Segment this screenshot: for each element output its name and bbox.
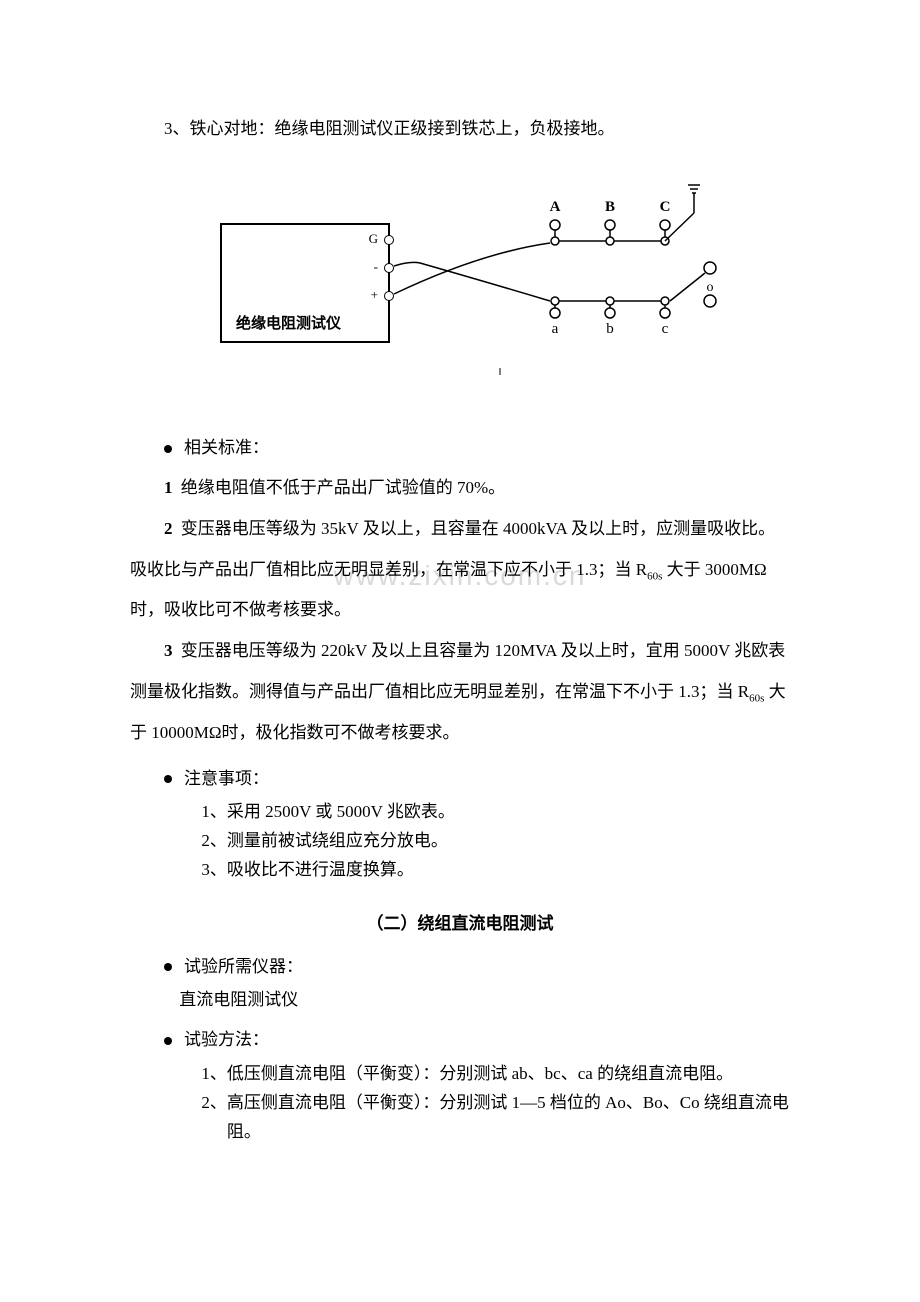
label-b: b	[606, 321, 614, 337]
standard-3: 3 变压器电压等级为 220kV 及以上且容量为 120MVA 及以上时，宜用 …	[130, 631, 790, 753]
std3-num: 3	[164, 641, 173, 660]
std3-sub: 60s	[749, 692, 764, 704]
label-C: C	[660, 199, 671, 215]
bullet-icon	[164, 445, 172, 453]
method-2: 2、高压侧直流电阻（平衡变）：分别测试 1—5 档位的 Ao、Bo、Co 绕组直…	[201, 1089, 790, 1147]
notes-header: 注意事项：	[184, 764, 269, 795]
standards-header: 相关标准：	[184, 433, 269, 464]
diagram-svg: A B C a	[200, 183, 720, 383]
label-B: B	[605, 199, 615, 215]
note-1: 1、采用 2500V 或 5000V 兆欧表。	[201, 798, 790, 827]
note-3: 3、吸收比不进行温度换算。	[201, 856, 790, 885]
method-header: 试验方法：	[184, 1025, 269, 1056]
std2-num: 2	[164, 519, 173, 538]
label-c: c	[662, 321, 669, 337]
bullet-icon	[164, 963, 172, 971]
bullet-icon	[164, 775, 172, 783]
std2-sub: 60s	[647, 570, 662, 582]
label-A: A	[550, 199, 561, 215]
wiring-diagram: G - + 绝缘电阻测试仪 A B C	[200, 183, 720, 383]
std1-text: 绝缘电阻值不低于产品出厂试验值的 70%。	[177, 478, 506, 497]
top-paragraph: 3、铁心对地：绝缘电阻测试仪正级接到铁芯上，负极接地。	[130, 110, 790, 147]
standards-header-line: 相关标准：	[164, 433, 790, 464]
std3-text-a: 变压器电压等级为 220kV 及以上且容量为 120MVA 及以上时，宜用 50…	[130, 641, 785, 701]
instrument-line: 直流电阻测试仪	[179, 986, 790, 1015]
label-o: o	[707, 280, 714, 295]
bullet-icon	[164, 1037, 172, 1045]
notes-header-line: 注意事项：	[164, 764, 790, 795]
note-2: 2、测量前被试绕组应充分放电。	[201, 827, 790, 856]
section-2-title: （二）绕组直流电阻测试	[130, 909, 790, 934]
instruments-header-line: 试验所需仪器：	[164, 952, 790, 983]
standard-1: 1 绝缘电阻值不低于产品出厂试验值的 70%。	[130, 468, 790, 509]
instruments-header: 试验所需仪器：	[184, 952, 303, 983]
std1-num: 1	[164, 478, 173, 497]
label-a: a	[552, 321, 559, 337]
method-1: 1、低压侧直流电阻（平衡变）：分别测试 ab、bc、ca 的绕组直流电阻。	[201, 1060, 790, 1089]
diagram-container: G - + 绝缘电阻测试仪 A B C	[130, 183, 790, 383]
standard-2: 2 变压器电压等级为 35kV 及以上，且容量在 4000kVA 及以上时，应测…	[130, 509, 790, 631]
method-header-line: 试验方法：	[164, 1025, 790, 1056]
